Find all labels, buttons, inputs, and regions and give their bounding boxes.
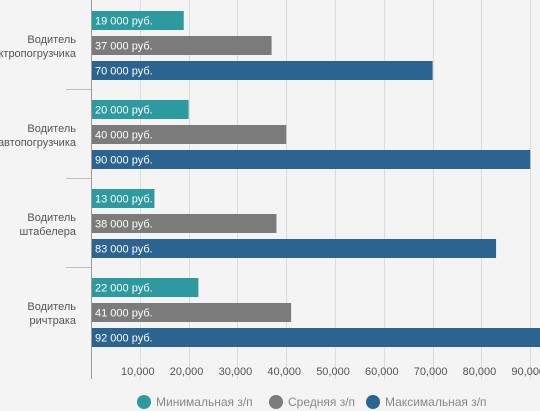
bar [91,61,433,80]
category-labels: Водитель электропогрузчика Водитель автопог… [0,34,77,327]
bar [91,214,277,233]
legend-marker [137,395,151,409]
category-label: Водитель [27,301,76,313]
x-tick-label: 20,000 [170,366,204,378]
x-tick-label: 40,000 [267,366,301,378]
bar-label: 22 000 руб. [95,283,153,295]
bar [91,100,189,119]
bar-label: 19 000 руб. [95,16,153,28]
bar-label: 83 000 руб. [95,244,153,256]
x-tick-label: 30,000 [219,366,253,378]
plot-area [91,0,540,379]
x-tick-label: 80,000 [463,366,497,378]
bar-label: 13 000 руб. [95,194,153,206]
bar [91,303,292,322]
category-label: Водитель [27,123,76,135]
bar-label: 92 000 руб. [95,333,153,345]
bar-label: 90 000 руб. [95,155,153,167]
x-tick-label: 60,000 [365,366,399,378]
bar-label: 70 000 руб. [95,66,153,78]
axes [66,0,92,379]
bar-label: 38 000 руб. [95,219,153,231]
category-label: электропогрузчика [0,48,77,60]
category-label: штабелера [19,226,76,238]
bar [91,11,184,30]
category-label: Водитель [27,212,76,224]
legend-label: Минимальная з/п [156,395,253,409]
legend-label: Средняя з/п [288,395,355,409]
bar-label: 20 000 руб. [95,105,153,117]
grid-lines [91,0,540,379]
category-label: Водитель [27,34,76,46]
x-tick-label: 90,000 [511,366,540,378]
legend-item: Средняя з/п [269,395,355,409]
bar [91,278,199,297]
bars [91,11,540,347]
legend-item: Максимальная з/п [366,395,487,409]
bar [91,189,155,208]
bar [91,239,497,258]
legend-marker [366,395,380,409]
x-tick-label: 50,000 [316,366,350,378]
category-label: автопогрузчика [0,137,77,149]
legend: Минимальная з/п Средняя з/п Максимальная з… [137,395,487,409]
legend-item: Минимальная з/п [137,395,253,409]
bar-label: 40 000 руб. [95,130,153,142]
x-tick-label: 10,000 [121,366,155,378]
x-axis-ticks: 10,000 20,000 30,000 40,000 50,000 60,000 70,0… [121,366,540,378]
x-tick-label: 70,000 [414,366,448,378]
legend-label: Максимальная з/п [385,395,487,409]
legend-marker [269,395,283,409]
category-label: ричтрака [30,315,77,327]
bar [91,328,540,347]
bar [91,125,287,144]
bar-label: 41 000 руб. [95,308,153,320]
bar [91,150,531,169]
bar-value-labels: 19 000 руб. 37 000 руб. 70 000 руб. 20 000 … [95,16,153,345]
bar [91,36,272,55]
bar-label: 37 000 руб. [95,41,153,53]
